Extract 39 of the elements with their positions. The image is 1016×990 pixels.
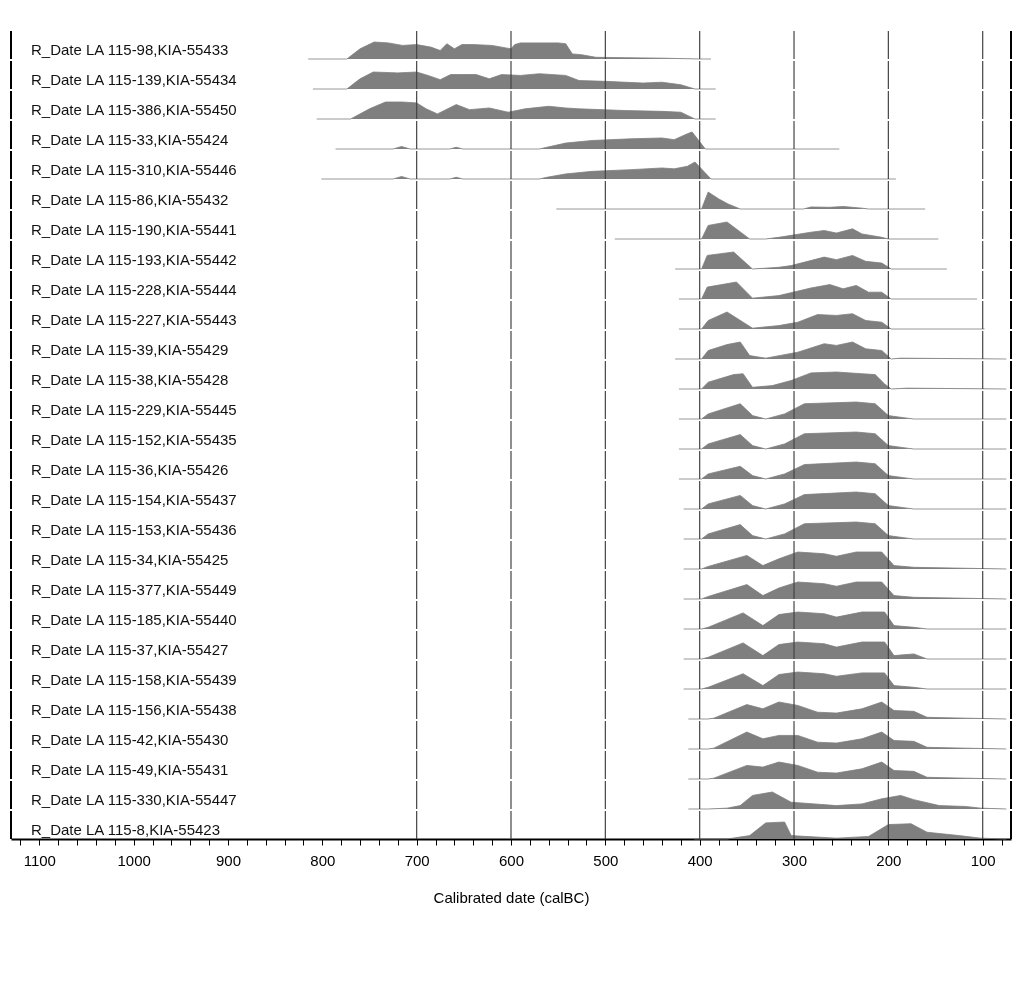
x-axis-title: Calibrated date (calBC): [433, 888, 590, 906]
y-axis-title: R_Date LA 115-38,KIA-55428: [31, 371, 229, 388]
x-tick-label: 900: [215, 851, 241, 869]
x-tick-label: 800: [310, 851, 336, 869]
y-axis-title: R_Date LA 115-49,KIA-55431: [31, 761, 229, 778]
y-axis-title: R_Date LA 115-98,KIA-55433: [31, 41, 229, 58]
y-axis-title: R_Date LA 115-158,KIA-55439: [31, 671, 237, 688]
y-axis-title: R_Date LA 115-227,KIA-55443: [31, 311, 237, 328]
y-axis-title: R_Date LA 115-33,KIA-55424: [31, 131, 229, 148]
y-axis-title: R_Date LA 115-153,KIA-55436: [31, 521, 237, 538]
y-axis-title: R_Date LA 115-36,KIA-55426: [31, 461, 229, 478]
y-axis-title: R_Date LA 115-377,KIA-55449: [31, 581, 237, 598]
x-tick-label: 1100: [23, 851, 56, 869]
x-tick-label: 500: [593, 851, 619, 869]
y-axis-title: R_Date LA 115-190,KIA-55441: [31, 221, 237, 238]
y-axis-title: R_Date LA 115-8,KIA-55423: [31, 821, 221, 838]
x-tick-label: 200: [876, 851, 902, 869]
x-tick-label: 700: [404, 851, 430, 869]
x-tick-label: 300: [782, 851, 808, 869]
y-axis-title: R_Date LA 115-185,KIA-55440: [31, 611, 237, 628]
y-axis-title: R_Date LA 115-228,KIA-55444: [31, 281, 237, 298]
y-axis-title: R_Date LA 115-386,KIA-55450: [31, 101, 237, 118]
y-axis-title: R_Date LA 115-193,KIA-55442: [31, 251, 237, 268]
x-tick-label: 400: [687, 851, 713, 869]
y-axis-title: R_Date LA 115-154,KIA-55437: [31, 491, 237, 508]
y-axis-title: R_Date LA 115-156,KIA-55438: [31, 701, 237, 718]
y-axis-title: R_Date LA 115-310,KIA-55446: [31, 161, 237, 178]
y-axis-title: R_Date LA 115-34,KIA-55425: [31, 551, 229, 568]
y-axis-title: R_Date LA 115-229,KIA-55445: [31, 401, 237, 418]
x-tick-label: 1000: [117, 851, 151, 869]
y-axis-title: R_Date LA 115-330,KIA-55447: [31, 791, 237, 808]
y-axis-title: R_Date LA 115-37,KIA-55427: [31, 641, 229, 658]
x-tick-label: 600: [498, 851, 525, 869]
y-axis-title: R_Date LA 115-42,KIA-55430: [31, 731, 229, 748]
y-axis-title: R_Date LA 115-152,KIA-55435: [31, 431, 237, 448]
y-axis-title: R_Date LA 115-86,KIA-55432: [31, 191, 229, 208]
y-axis-title: R_Date LA 115-139,KIA-55434: [31, 71, 237, 88]
y-axis-title: R_Date LA 115-39,KIA-55429: [31, 341, 229, 358]
x-tick-label: 100: [970, 851, 996, 869]
